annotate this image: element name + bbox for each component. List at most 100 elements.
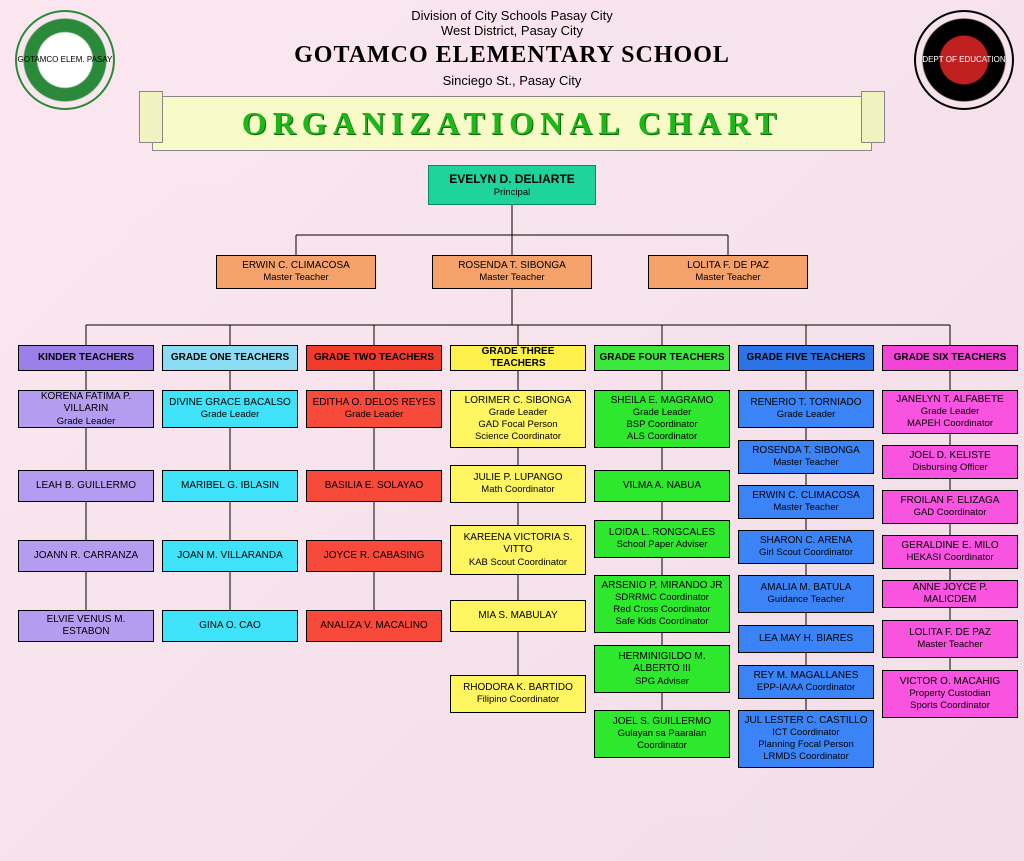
person-name: LOIDA L. RONGCALES <box>598 527 726 540</box>
person-role: Red Cross Coordinator <box>598 604 726 616</box>
person-role: Science Coordinator <box>454 431 582 443</box>
teacher-node: SHEILA E. MAGRAMOGrade LeaderBSP Coordin… <box>594 390 730 448</box>
person-name: LOLITA F. DE PAZ <box>886 627 1014 640</box>
teacher-node: ELVIE VENUS M. ESTABON <box>18 610 154 642</box>
teacher-node: HERMINIGILDO M. ALBERTO IIISPG Adviser <box>594 645 730 693</box>
person-role: Grade Leader <box>166 409 294 421</box>
person-role: Filipino Coordinator <box>454 694 582 706</box>
person-name: JANELYN T. ALFABETE <box>886 394 1014 407</box>
person-name: ANNE JOYCE P. MALICDEM <box>886 582 1014 607</box>
person-name: BASILIA E. SOLAYAO <box>310 480 438 493</box>
person-name: JULIE P. LUPANGO <box>454 472 582 485</box>
person-role: GAD Coordinator <box>886 507 1014 519</box>
teacher-node: JOEL D. KELISTEDisbursing Officer <box>882 445 1018 479</box>
person-role: Master Teacher <box>436 272 588 284</box>
school-address: Sinciego St., Pasay City <box>0 73 1024 88</box>
person-name: GRADE FOUR TEACHERS <box>598 352 726 365</box>
person-role: Grade Leader <box>310 409 438 421</box>
person-role: Girl Scout Coordinator <box>742 547 870 559</box>
person-role: SPG Adviser <box>598 676 726 688</box>
person-role: Master Teacher <box>742 457 870 469</box>
teacher-node: AMALIA M. BATULAGuidance Teacher <box>738 575 874 613</box>
school-seal-icon: GOTAMCO ELEM. PASAY <box>15 10 115 110</box>
person-name: ERWIN C. CLIMACOSA <box>220 260 372 273</box>
person-role: Sports Coordinator <box>886 700 1014 712</box>
person-name: ERWIN C. CLIMACOSA <box>742 490 870 503</box>
person-role: Guidance Teacher <box>742 594 870 606</box>
person-role: SDRRMC Coordinator <box>598 592 726 604</box>
teacher-node: JOANN R. CARRANZA <box>18 540 154 572</box>
teacher-node: RENERIO T. TORNIADOGrade Leader <box>738 390 874 428</box>
person-name: JUL LESTER C. CASTILLO <box>742 715 870 728</box>
grade-header: GRADE TWO TEACHERS <box>306 345 442 371</box>
person-role: GAD Focal Person <box>454 419 582 431</box>
title-text: ORGANIZATIONAL CHART <box>242 105 783 141</box>
teacher-node: ROSENDA T. SIBONGAMaster Teacher <box>738 440 874 474</box>
teacher-node: LORIMER C. SIBONGAGrade LeaderGAD Focal … <box>450 390 586 448</box>
person-role: Master Teacher <box>886 639 1014 651</box>
teacher-node: ARSENIO P. MIRANDO JRSDRRMC CoordinatorR… <box>594 575 730 633</box>
person-name: GINA O. CAO <box>166 620 294 633</box>
master-teacher-node: ROSENDA T. SIBONGAMaster Teacher <box>432 255 592 289</box>
person-role: Disbursing Officer <box>886 462 1014 474</box>
person-name: SHEILA E. MAGRAMO <box>598 395 726 408</box>
org-chart: EVELYN D. DELIARTEPrincipal ERWIN C. CLIM… <box>0 165 1024 855</box>
principal-node: EVELYN D. DELIARTEPrincipal <box>428 165 596 205</box>
person-name: LOLITA F. DE PAZ <box>652 260 804 273</box>
person-role: ALS Coordinator <box>598 431 726 443</box>
teacher-node: BASILIA E. SOLAYAO <box>306 470 442 502</box>
teacher-node: SHARON C. ARENAGirl Scout Coordinator <box>738 530 874 564</box>
person-name: FROILAN F. ELIZAGA <box>886 495 1014 508</box>
person-name: GERALDINE E. MILO <box>886 540 1014 553</box>
grade-header: KINDER TEACHERS <box>18 345 154 371</box>
person-role: School Paper Adviser <box>598 539 726 551</box>
person-name: KORENA FATIMA P. VILLARIN <box>22 391 150 416</box>
person-name: ELVIE VENUS M. ESTABON <box>22 614 150 639</box>
person-name: VILMA A. NABUA <box>598 480 726 493</box>
person-name: GRADE THREE TEACHERS <box>454 346 582 371</box>
teacher-node: JOYCE R. CABASING <box>306 540 442 572</box>
teacher-node: GINA O. CAO <box>162 610 298 642</box>
person-name: JOANN R. CARRANZA <box>22 550 150 563</box>
person-role: Grade Leader <box>742 409 870 421</box>
person-name: LEAH B. GUILLERMO <box>22 480 150 493</box>
person-role: Grade Leader <box>22 416 150 428</box>
grade-header: GRADE ONE TEACHERS <box>162 345 298 371</box>
person-name: REY M. MAGALLANES <box>742 670 870 683</box>
person-role: Math Coordinator <box>454 484 582 496</box>
person-name: LORIMER C. SIBONGA <box>454 395 582 408</box>
person-role: MAPEH Coordinator <box>886 418 1014 430</box>
person-name: AMALIA M. BATULA <box>742 582 870 595</box>
teacher-node: LEA MAY H. BIARES <box>738 625 874 653</box>
person-name: GRADE FIVE TEACHERS <box>742 352 870 365</box>
header-division: Division of City Schools Pasay City <box>0 8 1024 23</box>
person-role: Grade Leader <box>886 406 1014 418</box>
teacher-node: DIVINE GRACE BACALSOGrade Leader <box>162 390 298 428</box>
person-role: BSP Coordinator <box>598 419 726 431</box>
grade-header: GRADE FIVE TEACHERS <box>738 345 874 371</box>
person-name: MIA S. MABULAY <box>454 610 582 623</box>
person-name: MARIBEL G. IBLASIN <box>166 480 294 493</box>
person-name: HERMINIGILDO M. ALBERTO III <box>598 651 726 676</box>
teacher-node: KORENA FATIMA P. VILLARINGrade Leader <box>18 390 154 428</box>
person-name: KAREENA VICTORIA S. VITTO <box>454 532 582 557</box>
person-role: ICT Coordinator <box>742 727 870 739</box>
teacher-node: LOLITA F. DE PAZMaster Teacher <box>882 620 1018 658</box>
person-name: RENERIO T. TORNIADO <box>742 397 870 410</box>
person-role: LRMDS Coordinator <box>742 751 870 763</box>
teacher-node: KAREENA VICTORIA S. VITTOKAB Scout Coord… <box>450 525 586 575</box>
person-name: EDITHA O. DELOS REYES <box>310 397 438 410</box>
person-name: JOEL D. KELISTE <box>886 450 1014 463</box>
person-role: KAB Scout Coordinator <box>454 557 582 569</box>
teacher-node: MARIBEL G. IBLASIN <box>162 470 298 502</box>
person-role: Safe Kids Coordinator <box>598 616 726 628</box>
person-name: DIVINE GRACE BACALSO <box>166 397 294 410</box>
person-name: JOAN M. VILLARANDA <box>166 550 294 563</box>
grade-header: GRADE SIX TEACHERS <box>882 345 1018 371</box>
teacher-node: ERWIN C. CLIMACOSAMaster Teacher <box>738 485 874 519</box>
person-name: JOYCE R. CABASING <box>310 550 438 563</box>
person-name: GRADE TWO TEACHERS <box>310 352 438 365</box>
teacher-node: GERALDINE E. MILOHEKASI Coordinator <box>882 535 1018 569</box>
person-role: Master Teacher <box>742 502 870 514</box>
person-role: Master Teacher <box>652 272 804 284</box>
